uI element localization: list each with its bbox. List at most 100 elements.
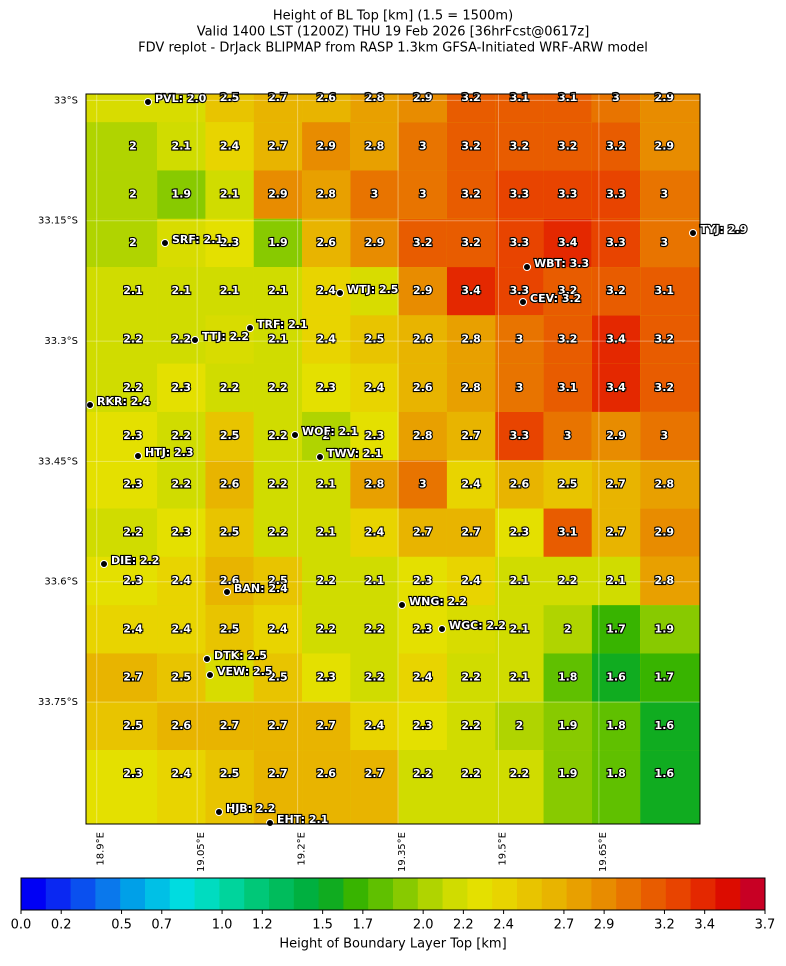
grid-cell (157, 411, 206, 461)
y-tick-label: 33°S (54, 95, 78, 106)
title-line: Valid 1400 LST (1200Z) THU 19 Feb 2026 [… (197, 25, 590, 40)
colorbar-swatch (492, 878, 518, 910)
cell-value: 2.7 (268, 91, 288, 104)
cell-value: 2.4 (461, 574, 481, 587)
cell-value: 2.7 (316, 719, 336, 732)
grid-cell (446, 315, 496, 364)
cell-value: 2.2 (268, 526, 288, 539)
cell-value: 2.6 (172, 719, 192, 732)
cell-value: 1.6 (655, 719, 675, 732)
grid-cell (157, 556, 206, 606)
station-marker (438, 625, 446, 633)
grid-cell (253, 701, 303, 751)
cell-value: 1.9 (655, 622, 675, 635)
station-label: EHT: 2.1 (277, 813, 328, 826)
grid-cell (302, 122, 351, 171)
colorbar-swatch (417, 878, 444, 910)
colorbar-tick-label: 2.7 (554, 918, 575, 933)
grid-cell (640, 556, 700, 606)
cell-value: 2.2 (123, 381, 143, 394)
grid-cell (350, 653, 399, 702)
cell-value: 2.4 (172, 574, 192, 587)
grid-cell (543, 701, 592, 751)
grid-cell (543, 605, 592, 654)
station-label: TYJ: 2.9 (700, 223, 747, 236)
cell-value: 2.7 (606, 477, 626, 490)
station-label: DTK: 2.5 (214, 649, 267, 662)
grid-cell (205, 170, 254, 219)
grid-cell (543, 750, 592, 824)
cell-value: 3.1 (655, 284, 675, 297)
colorbar-tick-label: 0.0 (11, 918, 32, 933)
grid-cell (640, 122, 700, 171)
cell-value: 3.4 (558, 236, 578, 249)
grid-cell (205, 750, 254, 824)
grid-cell (446, 508, 496, 557)
grid-cell (86, 170, 158, 219)
grid-cell (253, 460, 303, 509)
station-label: TTJ: 2.2 (202, 330, 249, 343)
cell-value: 2.4 (220, 139, 240, 152)
cell-value: 3 (419, 188, 427, 201)
cell-value: 2.9 (655, 91, 675, 104)
grid-cell (350, 508, 399, 557)
station-label: CEV: 3.2 (530, 292, 581, 305)
station-marker (86, 401, 94, 409)
grid-cell (350, 605, 399, 654)
cell-value: 2.4 (365, 526, 385, 539)
cell-value: 3.2 (558, 284, 578, 297)
colorbar-tick-label: 2.2 (453, 918, 474, 933)
station-label: WBT: 3.3 (534, 257, 589, 270)
grid-cell (350, 750, 399, 824)
grid-cell (495, 218, 544, 268)
grid-cell (591, 94, 641, 123)
cell-value: 2.8 (365, 477, 385, 490)
grid-cell (446, 170, 496, 219)
x-tick-label: 19.35°E (397, 832, 408, 872)
colorbar-swatch (467, 878, 493, 910)
grid-cell (157, 170, 206, 219)
grid-cell (640, 508, 700, 557)
cell-value: 3.2 (413, 236, 433, 249)
cell-value: 3.1 (510, 91, 530, 104)
cell-value: 2.2 (316, 622, 336, 635)
grid-cell (253, 218, 303, 268)
cell-value: 2.2 (220, 381, 240, 394)
cell-value: 3.4 (461, 284, 481, 297)
colorbar-swatch (269, 878, 295, 910)
x-tick-label: 19.05°E (196, 832, 207, 872)
grid-cell (543, 363, 592, 412)
cell-value: 2.5 (268, 671, 288, 684)
grid-cell (157, 267, 206, 316)
station-marker (191, 336, 199, 344)
cell-value: 2.5 (123, 719, 143, 732)
grid-cell (205, 218, 254, 268)
grid-cell (350, 411, 399, 461)
cell-value: 3.2 (606, 139, 626, 152)
grid-cell (253, 605, 303, 654)
grid-cell (640, 653, 700, 702)
cell-value: 1.9 (268, 236, 288, 249)
cell-value: 3 (516, 381, 524, 394)
station-marker (206, 671, 214, 679)
grid-cell (591, 556, 641, 606)
grid-cell (495, 508, 544, 557)
cell-value: 3 (564, 429, 572, 442)
grid-cell (398, 701, 447, 751)
cell-value: 2.1 (220, 284, 240, 297)
cell-value: 2.5 (365, 333, 385, 346)
station-label: RKR: 2.4 (97, 395, 151, 408)
cell-value: 2.7 (461, 526, 481, 539)
cell-value: 3 (660, 429, 668, 442)
grid-cell (157, 460, 206, 509)
cell-value: 3 (660, 236, 668, 249)
cell-value: 3.1 (558, 381, 578, 394)
grid-cell (640, 218, 700, 268)
cell-value: 3.4 (606, 333, 626, 346)
grid-cell (543, 556, 592, 606)
y-tick-label: 33.3°S (44, 336, 78, 347)
cell-value: 2.9 (655, 139, 675, 152)
station-marker (689, 229, 697, 237)
cell-value: 2.9 (606, 429, 626, 442)
cell-value: 2.8 (365, 91, 385, 104)
